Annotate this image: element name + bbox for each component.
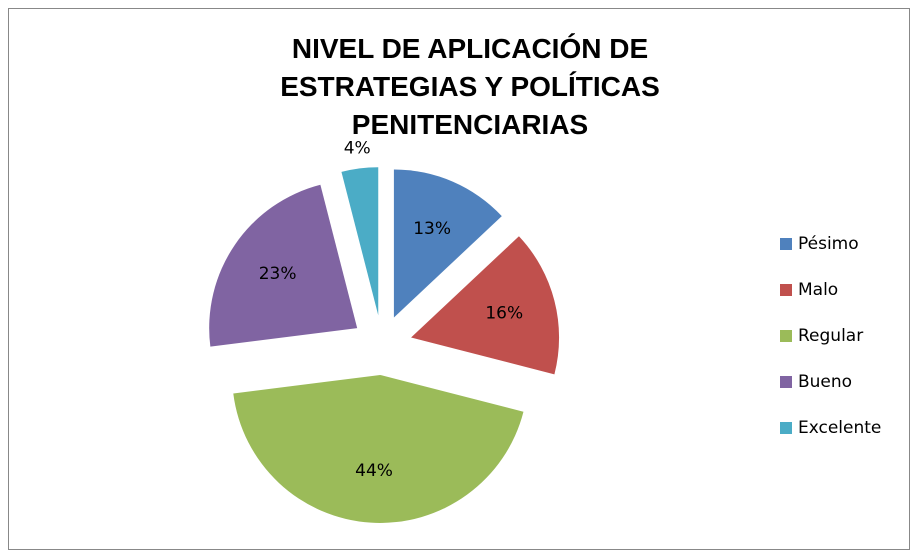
data-label: 16%	[485, 304, 523, 324]
pie-slice	[341, 167, 379, 316]
data-label: 13%	[413, 219, 451, 239]
data-label: 4%	[344, 139, 371, 159]
pie-slice	[209, 184, 358, 347]
legend-swatch	[780, 422, 792, 434]
pie-slice	[393, 169, 502, 318]
chart-title: NIVEL DE APLICACIÓN DE ESTRATEGIAS Y POL…	[280, 33, 660, 140]
legend-label: Bueno	[798, 372, 852, 392]
legend-swatch	[780, 376, 792, 388]
legend-label: Regular	[798, 326, 863, 346]
pie-slice	[233, 374, 524, 523]
data-label: 23%	[259, 264, 297, 284]
legend-swatch	[780, 284, 792, 296]
legend-swatch	[780, 330, 792, 342]
legend-label: Excelente	[798, 418, 881, 438]
legend-label: Malo	[798, 280, 838, 300]
legend-swatch	[780, 238, 792, 250]
pie-slice	[411, 236, 560, 375]
legend-label: Pésimo	[798, 234, 859, 254]
data-label: 44%	[355, 461, 393, 481]
